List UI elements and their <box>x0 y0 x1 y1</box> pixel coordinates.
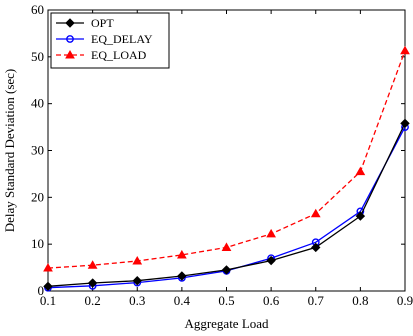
series-line-opt <box>47 123 406 287</box>
x-tick-label: 0.6 <box>263 293 280 308</box>
y-tick-label: 60 <box>31 2 44 17</box>
data-point-eq-load <box>43 263 53 272</box>
x-tick-label: 0.3 <box>129 293 145 308</box>
legend-marker-eq-load <box>65 49 75 59</box>
x-tick-label: 0.7 <box>308 293 325 308</box>
data-point-eq-load <box>355 166 366 176</box>
x-tick-label: 0.1 <box>40 293 56 308</box>
y-tick-label: 10 <box>31 236 44 251</box>
legend-marker-eq-delay <box>66 35 74 43</box>
data-point-eq-load <box>87 260 98 269</box>
legend: OPT EQ_DELAY EQ_LOAD <box>50 12 170 69</box>
legend-label-opt: OPT <box>91 16 114 30</box>
data-point-eq-load <box>177 249 187 259</box>
x-tick-label: 0.5 <box>218 293 234 308</box>
data-point-eq-load <box>221 242 232 251</box>
x-tick-label: 0.9 <box>397 293 413 308</box>
series-line-eq-load <box>47 50 406 269</box>
x-axis-title: Aggregate Load <box>184 316 269 331</box>
data-point-opt <box>400 118 410 129</box>
y-axis-title: Delay Standard Deviation (sec) <box>2 69 17 233</box>
legend-box <box>50 12 170 69</box>
y-tick-label: 50 <box>31 49 44 64</box>
series-line-eq-delay <box>47 126 406 289</box>
data-point-eq-load <box>266 228 276 238</box>
y-tick-label: 30 <box>31 143 44 158</box>
data-point-opt <box>355 211 366 221</box>
y-tick-label: 0 <box>38 283 45 298</box>
data-point-eq-load <box>310 208 321 218</box>
data-point-opt <box>132 275 142 286</box>
legend-marker-opt <box>65 18 75 28</box>
data-point-eq-load <box>132 256 143 265</box>
data-point-opt <box>311 242 321 253</box>
y-tick-label: 20 <box>31 189 44 204</box>
data-point-opt <box>87 278 98 288</box>
x-tick-label: 0.4 <box>174 293 191 308</box>
data-point-opt <box>221 265 232 275</box>
data-point-opt <box>177 271 187 281</box>
data-point-opt <box>43 281 53 292</box>
data-point-opt <box>266 255 276 266</box>
y-tick-label: 40 <box>31 96 44 111</box>
legend-label-eq-delay: EQ_DELAY <box>91 32 153 46</box>
data-point-eq-load <box>400 45 410 55</box>
plot-area: 0.1 0.2 0.3 0.4 0.5 0.6 0.7 0.8 0.9 0 10 20 30 40 50 60 <box>31 2 413 308</box>
x-tick-label: 0.2 <box>85 293 101 308</box>
x-tick-label: 0.8 <box>352 293 368 308</box>
legend-label-eq-load: EQ_LOAD <box>91 48 147 62</box>
